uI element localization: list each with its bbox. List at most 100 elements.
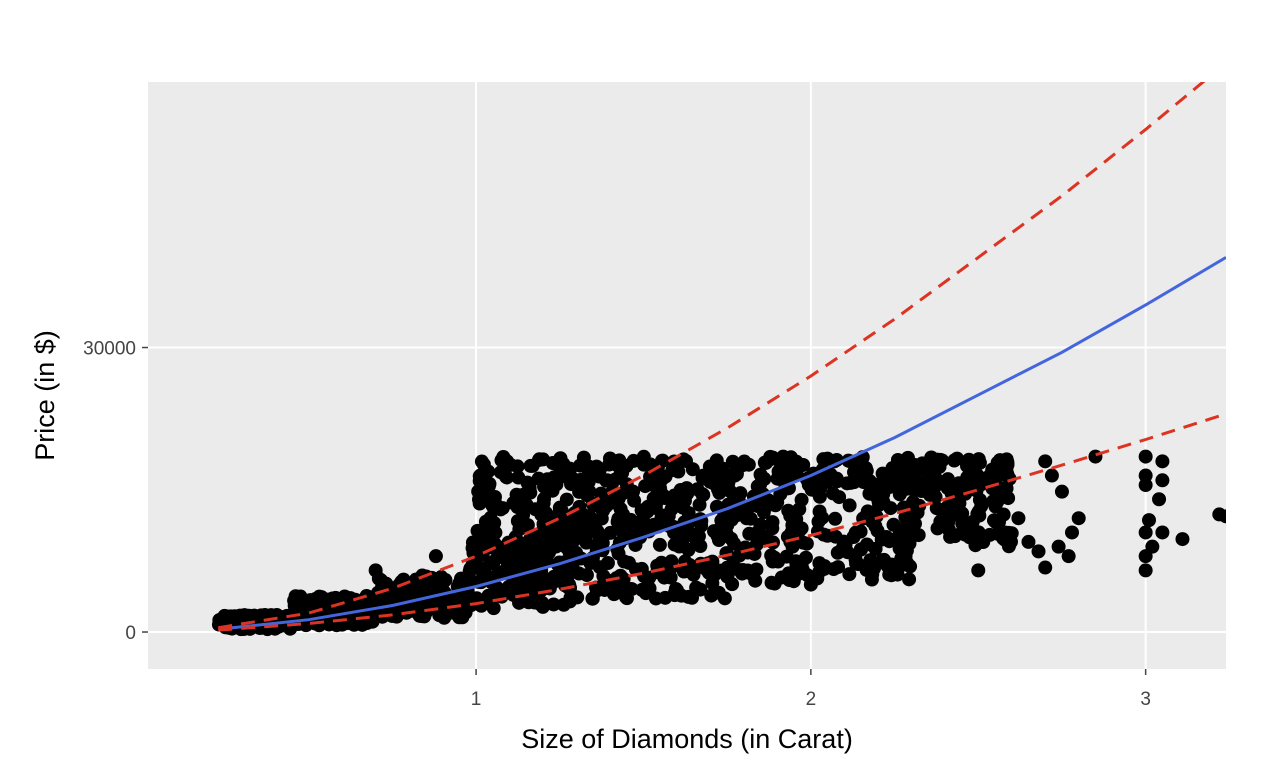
scatter-point [585, 591, 600, 606]
scatter-point [404, 582, 419, 597]
scatter-point [815, 510, 830, 525]
scatter-point [474, 454, 489, 469]
scatter-point [570, 590, 585, 605]
scatter-point [592, 560, 607, 575]
scatter-point [940, 472, 955, 487]
scatter-point [842, 498, 857, 513]
scatter-point [667, 588, 682, 603]
scatter-point [340, 593, 355, 608]
scatter-point [937, 504, 952, 519]
scatter-point [988, 514, 1003, 529]
scatter-point [1152, 492, 1167, 507]
scatter-point [546, 575, 561, 590]
scatter-point [907, 516, 922, 531]
scatter-point [685, 462, 700, 477]
scatter-point [1175, 532, 1190, 547]
scatter-point [619, 591, 634, 606]
scatter-point [842, 567, 857, 582]
scatter-point [831, 560, 846, 575]
scatter-point [487, 526, 502, 541]
scatter-point [812, 489, 827, 504]
scatter-point [867, 561, 881, 576]
scatter-point [985, 494, 1000, 509]
scatter-point [665, 463, 680, 478]
scatter-point [836, 540, 851, 555]
scatter-point [711, 585, 726, 600]
scatter-point [536, 452, 551, 467]
scatter-point [1155, 473, 1170, 488]
scatter-point [695, 487, 710, 502]
scatter-point [431, 572, 446, 587]
scatter-point [868, 541, 883, 556]
scatter-point [796, 535, 811, 550]
scatter-point [968, 535, 983, 550]
scatter-point [535, 596, 550, 611]
scatter-point [765, 521, 780, 536]
scatter-point [512, 522, 527, 537]
scatter-point [595, 502, 610, 517]
scatter-point [517, 539, 532, 554]
scatter-point [509, 555, 524, 570]
fit-line [218, 256, 1226, 631]
scatter-point [619, 458, 634, 473]
scatter-point [593, 486, 608, 501]
scatter-point [546, 597, 561, 612]
scatter-point [970, 506, 985, 521]
scatter-point [751, 524, 766, 539]
scatter-point [1031, 544, 1046, 559]
scatter-point [826, 486, 841, 501]
scatter-point [498, 469, 513, 484]
scatter-point [552, 459, 567, 474]
scatter-point [600, 473, 615, 488]
scatter-point [1054, 484, 1069, 499]
scatter-point [693, 539, 708, 554]
scatter-point [667, 537, 682, 552]
scatter-point [843, 475, 858, 490]
scatter-point [481, 464, 496, 479]
x-axis: 1 2 3 [471, 669, 1151, 710]
scatter-point [485, 498, 500, 513]
scatter-point [902, 572, 917, 587]
scatter-point [477, 522, 492, 537]
scatter-point [753, 467, 768, 482]
scatter-point [368, 563, 383, 578]
scatter-point [862, 474, 877, 489]
scatter-point [724, 508, 739, 523]
scatter-point [765, 535, 780, 550]
scatter-point [517, 487, 532, 502]
scatter-point [776, 449, 791, 464]
scatter-point [707, 524, 722, 539]
scatter-point [885, 461, 900, 476]
scatter-point [556, 597, 571, 612]
plot-area [211, 82, 1226, 637]
scatter-point [888, 565, 903, 580]
scatter-point [794, 521, 809, 536]
scatter-point [829, 471, 844, 486]
x-tick-label: 1 [471, 689, 482, 710]
scatter-point [537, 479, 552, 494]
scatter-point [1071, 511, 1086, 526]
scatter-point [1088, 449, 1103, 464]
scatter-point [860, 504, 875, 519]
scatter-point [412, 608, 427, 623]
scatter-point [503, 457, 518, 472]
scatter-point [655, 453, 670, 468]
scatter-point [785, 539, 800, 554]
scatter-point [575, 507, 590, 522]
scatter-point [972, 492, 987, 507]
scatter-point [947, 453, 962, 468]
x-axis-title: Size of Diamonds (in Carat) [521, 724, 853, 754]
y-tick-label: 30000 [83, 339, 136, 360]
scatter-point [897, 539, 912, 554]
scatter-point [972, 455, 987, 470]
scatter-point [308, 591, 323, 606]
scatter-point [967, 466, 982, 481]
scatter-point [898, 549, 913, 564]
scatter-point [493, 549, 508, 564]
scatter-point [906, 483, 921, 498]
scatter-point [448, 602, 463, 617]
scatter-point [1142, 513, 1156, 528]
scatter-point [1155, 525, 1170, 540]
scatter-point [678, 564, 693, 579]
scatter-point [648, 591, 663, 606]
